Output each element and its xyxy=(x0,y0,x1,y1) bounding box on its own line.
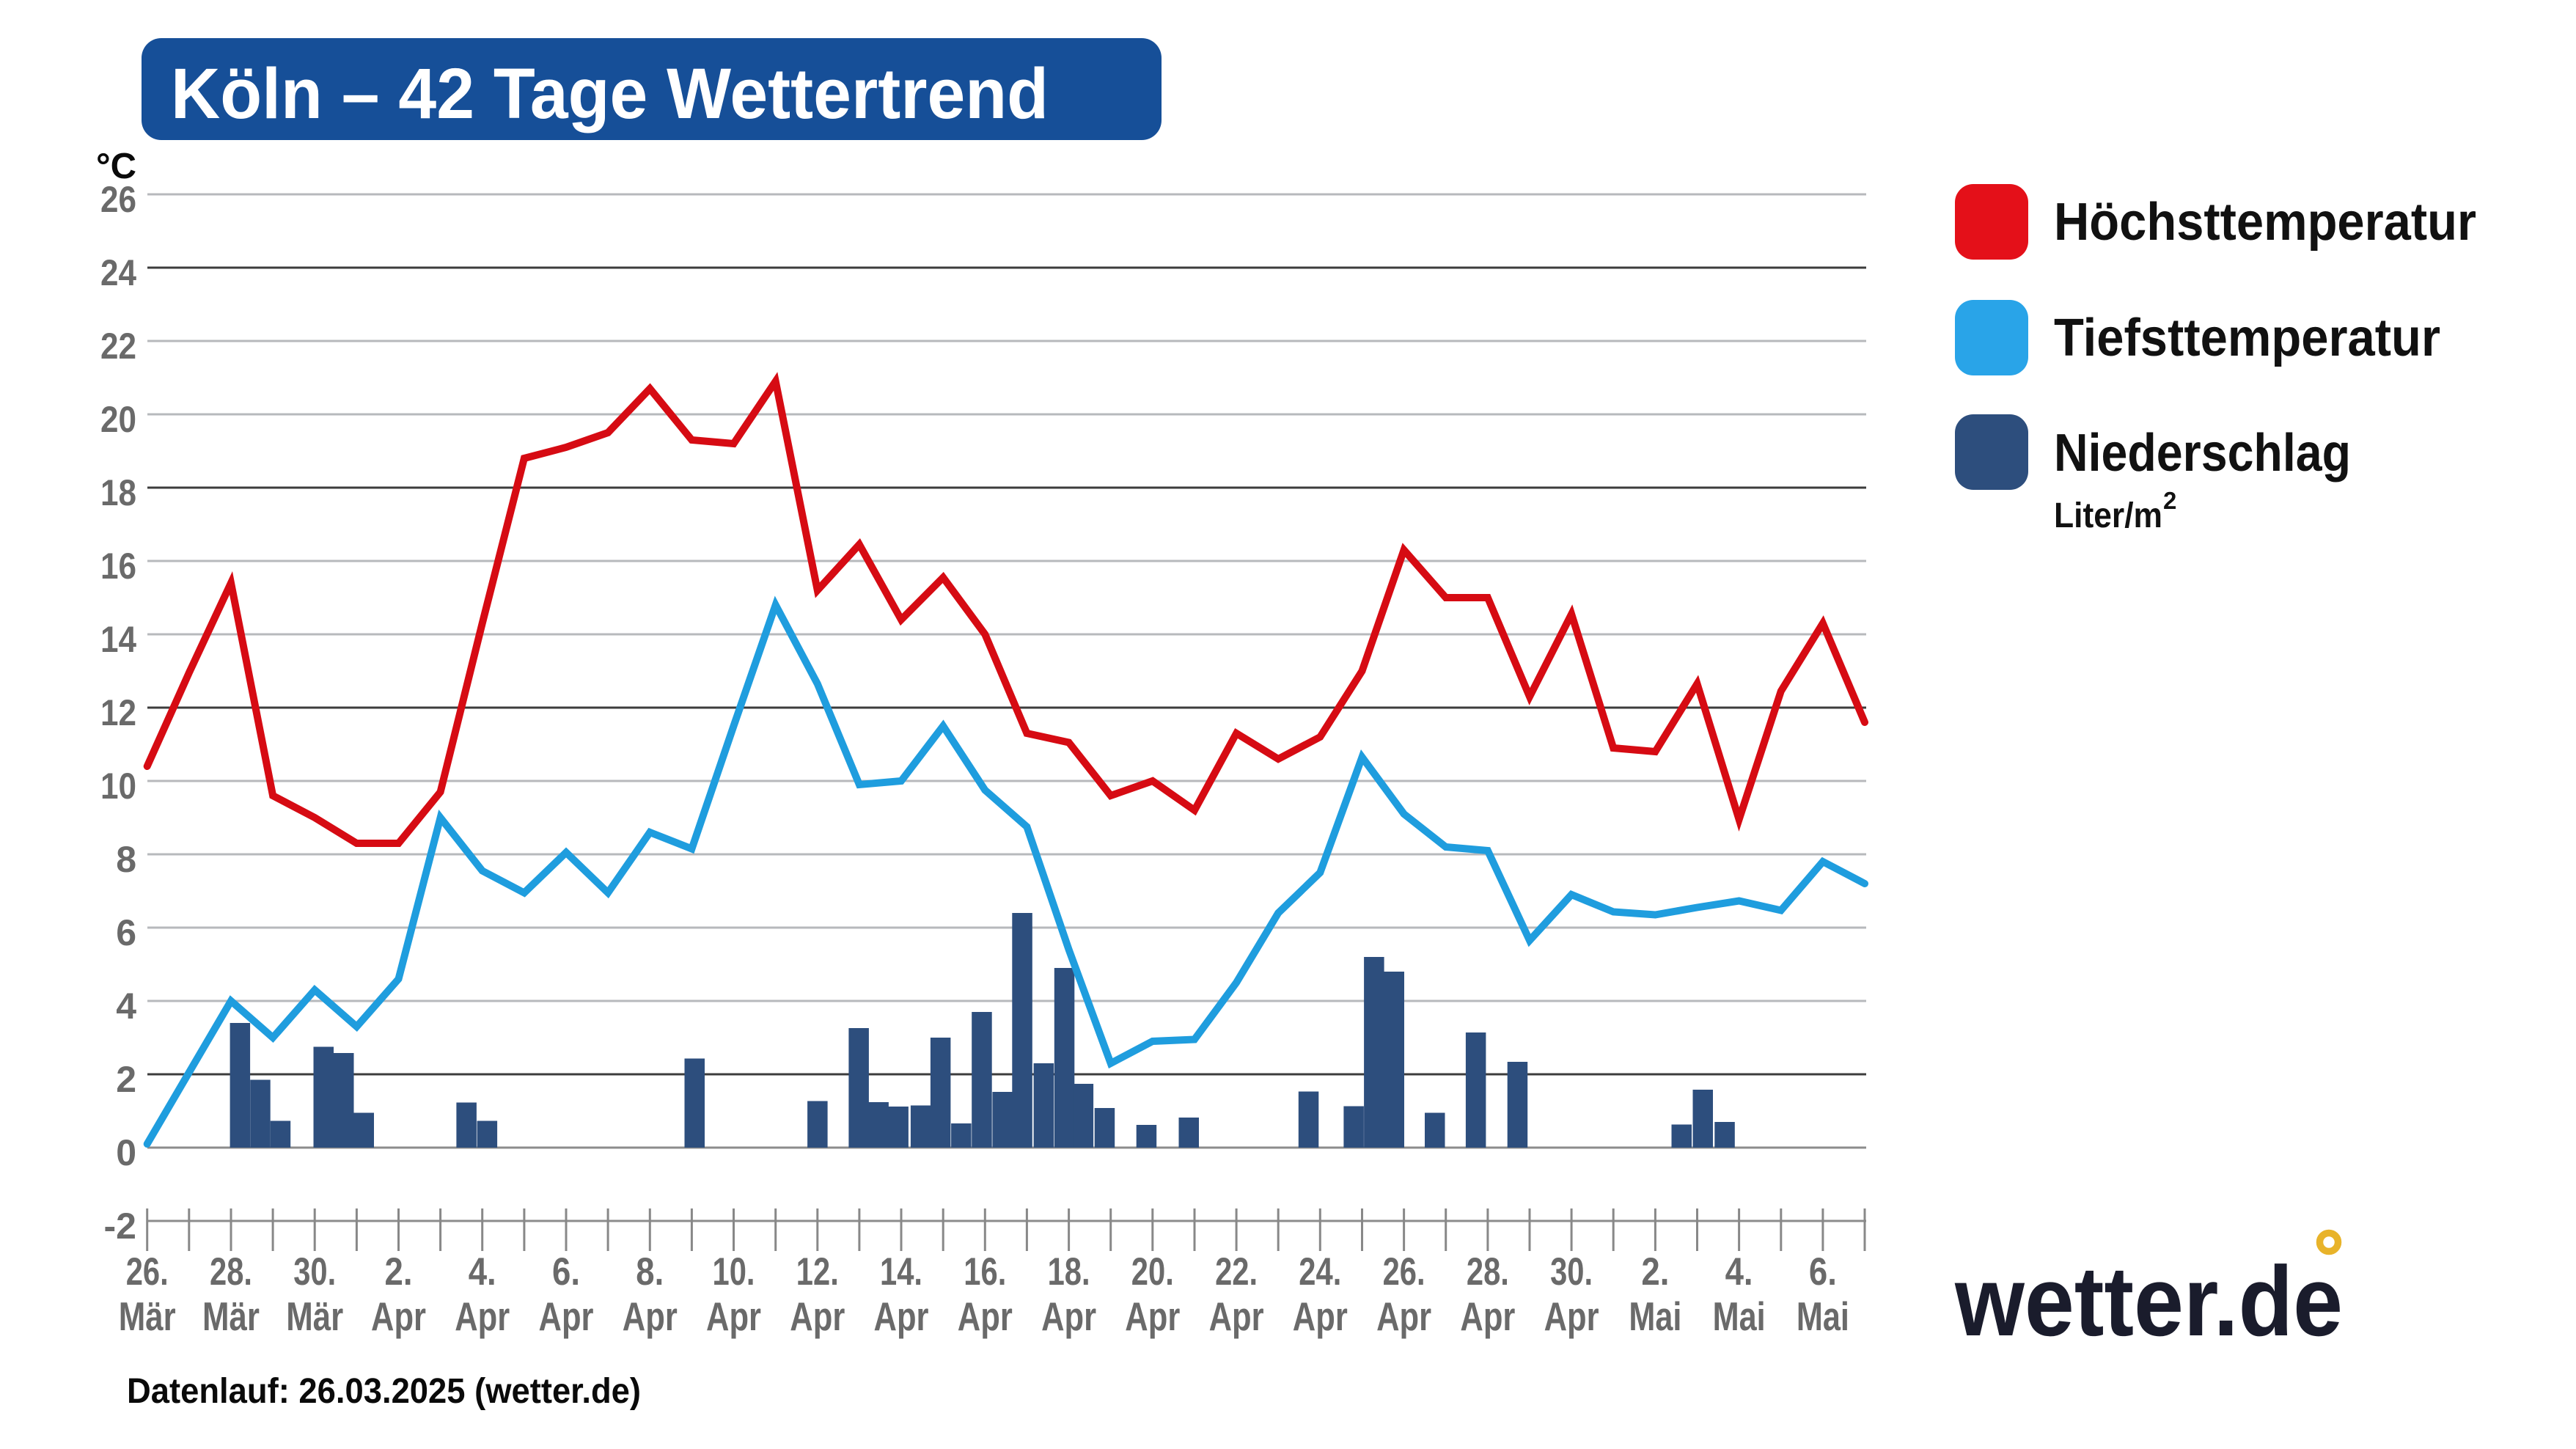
svg-text:Niederschlag: Niederschlag xyxy=(2054,424,2351,483)
svg-text:2: 2 xyxy=(2163,487,2176,514)
svg-text:22: 22 xyxy=(100,326,136,367)
svg-text:Mär: Mär xyxy=(119,1294,176,1339)
svg-text:8: 8 xyxy=(116,839,136,880)
svg-text:30.: 30. xyxy=(1550,1250,1593,1294)
svg-text:Apr: Apr xyxy=(1041,1294,1096,1339)
svg-text:Apr: Apr xyxy=(539,1294,594,1339)
svg-text:10.: 10. xyxy=(713,1250,755,1294)
svg-text:Apr: Apr xyxy=(1460,1294,1515,1339)
svg-text:8.: 8. xyxy=(636,1250,664,1294)
svg-text:26.: 26. xyxy=(1383,1250,1425,1294)
svg-text:18: 18 xyxy=(100,472,136,513)
svg-text:Apr: Apr xyxy=(790,1294,845,1339)
svg-text:Mai: Mai xyxy=(1713,1294,1766,1339)
svg-text:Mär: Mär xyxy=(286,1294,343,1339)
svg-text:Apr: Apr xyxy=(623,1294,678,1339)
svg-text:-2: -2 xyxy=(104,1206,136,1247)
svg-text:26.: 26. xyxy=(126,1250,169,1294)
svg-text:°C: °C xyxy=(96,147,136,186)
svg-text:24.: 24. xyxy=(1299,1250,1341,1294)
svg-text:0: 0 xyxy=(116,1132,136,1173)
svg-text:20.: 20. xyxy=(1131,1250,1174,1294)
svg-text:2.: 2. xyxy=(1641,1250,1669,1294)
svg-text:24: 24 xyxy=(100,252,136,293)
svg-text:4.: 4. xyxy=(469,1250,496,1294)
svg-text:2.: 2. xyxy=(385,1250,413,1294)
svg-text:Liter/m: Liter/m xyxy=(2054,496,2162,535)
svg-text:30.: 30. xyxy=(293,1250,336,1294)
svg-text:4.: 4. xyxy=(1725,1250,1753,1294)
svg-text:Apr: Apr xyxy=(874,1294,929,1339)
svg-text:22.: 22. xyxy=(1215,1250,1258,1294)
svg-text:Mai: Mai xyxy=(1797,1294,1849,1339)
svg-text:Apr: Apr xyxy=(1125,1294,1180,1339)
svg-text:Apr: Apr xyxy=(1209,1294,1264,1339)
svg-text:Apr: Apr xyxy=(706,1294,761,1339)
svg-text:28.: 28. xyxy=(1467,1250,1509,1294)
svg-text:12.: 12. xyxy=(796,1250,839,1294)
svg-text:2: 2 xyxy=(116,1059,136,1100)
svg-text:6: 6 xyxy=(116,912,136,953)
svg-text:20: 20 xyxy=(100,399,136,440)
svg-text:Mai: Mai xyxy=(1629,1294,1681,1339)
svg-text:Apr: Apr xyxy=(455,1294,510,1339)
svg-text:10: 10 xyxy=(100,766,136,807)
svg-text:18.: 18. xyxy=(1048,1250,1090,1294)
svg-text:Datenlauf: 26.03.2025 (wetter.: Datenlauf: 26.03.2025 (wetter.de) xyxy=(127,1372,641,1411)
svg-text:14: 14 xyxy=(100,619,136,660)
svg-text:16: 16 xyxy=(100,546,136,587)
svg-text:Apr: Apr xyxy=(958,1294,1013,1339)
svg-text:14.: 14. xyxy=(880,1250,922,1294)
svg-text:12: 12 xyxy=(100,692,136,733)
svg-text:Apr: Apr xyxy=(1376,1294,1431,1339)
svg-text:4: 4 xyxy=(116,986,136,1027)
svg-text:wetter.de: wetter.de xyxy=(1954,1246,2343,1357)
svg-text:6.: 6. xyxy=(1809,1250,1837,1294)
svg-text:Köln – 42 Tage Wettertrend: Köln – 42 Tage Wettertrend xyxy=(171,54,1049,133)
svg-text:Apr: Apr xyxy=(1293,1294,1348,1339)
svg-text:6.: 6. xyxy=(552,1250,580,1294)
svg-text:Apr: Apr xyxy=(371,1294,426,1339)
svg-text:16.: 16. xyxy=(964,1250,1006,1294)
svg-text:Mär: Mär xyxy=(202,1294,260,1339)
svg-text:Höchsttemperatur: Höchsttemperatur xyxy=(2054,193,2476,252)
svg-text:26: 26 xyxy=(100,179,136,220)
svg-text:28.: 28. xyxy=(210,1250,252,1294)
svg-text:Tiefsttemperatur: Tiefsttemperatur xyxy=(2054,309,2440,367)
svg-text:Apr: Apr xyxy=(1544,1294,1599,1339)
